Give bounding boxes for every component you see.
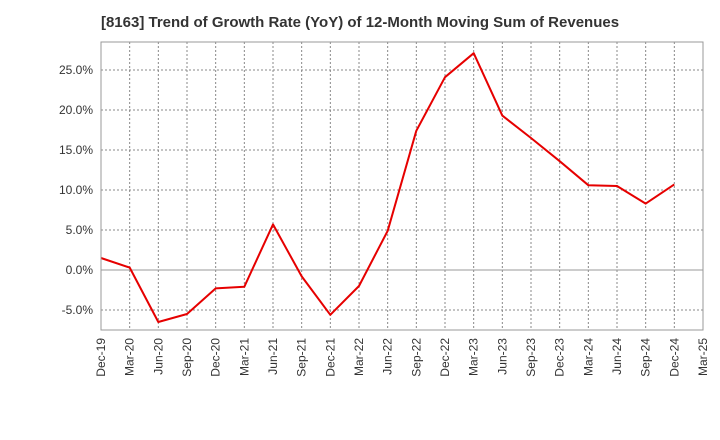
y-axis-ticks: -5.0% 0.0% 5.0% 10.0% 15.0% 20.0% 25.0% xyxy=(59,63,93,317)
x-tick-label: Mar-22 xyxy=(352,338,366,376)
x-tick-label: Jun-22 xyxy=(381,338,395,375)
series-layer xyxy=(100,52,675,323)
growth-rate-series-line xyxy=(100,52,675,323)
x-tick-label: Sep-22 xyxy=(409,338,423,377)
plot-area-frame xyxy=(100,41,704,331)
x-tick-label: Jun-21 xyxy=(266,338,280,375)
x-tick-label: Sep-24 xyxy=(639,338,653,377)
x-tick-label: Sep-21 xyxy=(295,338,309,377)
y-tick-label: 15.0% xyxy=(59,143,93,157)
y-tick-label: 25.0% xyxy=(59,63,93,77)
chart-title: [8163] Trend of Growth Rate (YoY) of 12-… xyxy=(100,14,620,31)
x-tick-label: Mar-24 xyxy=(581,338,595,376)
x-tick-label: Mar-20 xyxy=(123,338,137,376)
x-tick-label: Mar-25 xyxy=(696,338,710,376)
x-tick-label: Dec-20 xyxy=(209,338,223,377)
x-tick-label: Dec-23 xyxy=(553,338,567,377)
x-tick-label: Mar-23 xyxy=(467,338,481,376)
x-tick-label: Sep-20 xyxy=(180,338,194,377)
x-tick-label: Mar-21 xyxy=(237,338,251,376)
y-tick-label: 0.0% xyxy=(66,263,94,277)
x-tick-label: Sep-23 xyxy=(524,338,538,377)
y-tick-label: 5.0% xyxy=(66,223,94,237)
x-axis-ticks: Dec-19 Mar-20 Jun-20 Sep-20 Dec-20 Mar-21 Jun-… xyxy=(94,338,710,377)
x-tick-label: Jun-23 xyxy=(495,338,509,375)
x-tick-label: Jun-20 xyxy=(151,338,165,375)
x-tick-label: Dec-24 xyxy=(667,338,681,377)
x-tick-label: Dec-22 xyxy=(438,338,452,377)
x-tick-label: Dec-21 xyxy=(323,338,337,377)
y-tick-label: -5.0% xyxy=(62,303,94,317)
y-tick-label: 20.0% xyxy=(59,103,93,117)
x-tick-label: Jun-24 xyxy=(610,338,624,375)
x-tick-label: Dec-19 xyxy=(94,338,108,377)
y-tick-label: 10.0% xyxy=(59,183,93,197)
